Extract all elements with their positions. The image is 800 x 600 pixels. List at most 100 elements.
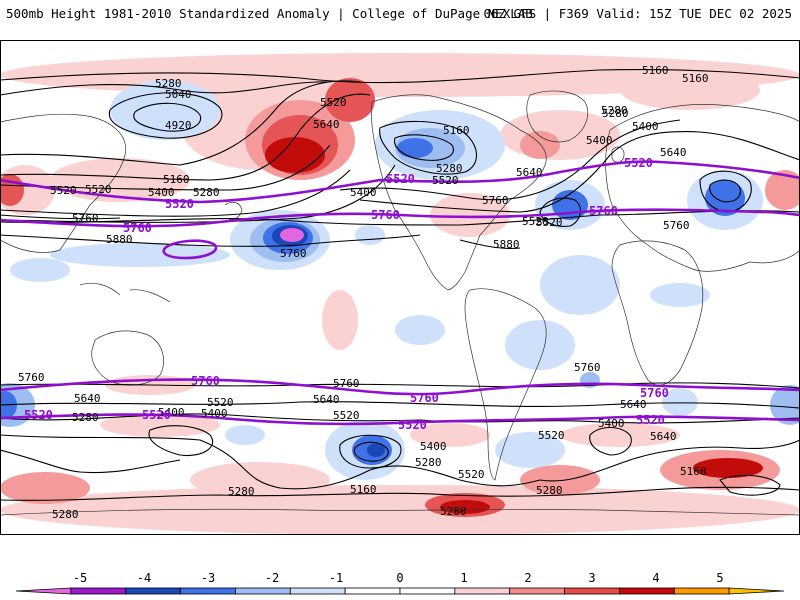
contour-label: 5280 [536, 484, 563, 497]
greenland-outline [526, 90, 589, 143]
contour-label: 5280 [228, 485, 255, 498]
north-america-outline [371, 94, 547, 291]
contour-label: 5280 [602, 107, 629, 120]
anomaly-area [650, 283, 710, 307]
contour-label: 5760 [410, 391, 439, 405]
contour-label: 5640 [516, 166, 543, 179]
anomaly-area [280, 228, 304, 242]
contour-label: 5160 [163, 173, 190, 186]
contour-line [0, 486, 800, 501]
contour-line [0, 401, 800, 409]
anomaly-area [0, 53, 800, 97]
contour-label: 5280 [52, 508, 79, 521]
contour-label: 5280 [601, 104, 628, 117]
anomaly-area [520, 131, 560, 159]
contour-5760-north [0, 208, 800, 228]
anomaly-area [50, 158, 190, 202]
contour-label: 5640 [313, 393, 340, 406]
anomaly-area [50, 243, 230, 267]
contour-label: 5640 [313, 118, 340, 131]
anomaly-area [325, 78, 375, 122]
uk-outline [611, 146, 625, 163]
australia-outline [91, 330, 164, 386]
contour-label: 5760 [663, 219, 690, 232]
contour-line [339, 434, 402, 469]
contour-label: 5760 [191, 374, 220, 388]
anomaly-area [0, 485, 800, 535]
contour-label: 5640 [620, 398, 647, 411]
colorbar-swatch [673, 587, 730, 595]
colorbar-swatch [180, 587, 236, 595]
colorbar: -5 -4 -3 -2 -1 0 1 2 3 4 5 [15, 571, 785, 595]
contour-label: 5760 [589, 204, 618, 218]
contour-label: 5160 [350, 483, 377, 496]
anomaly-area [693, 458, 763, 478]
south-america-outline [464, 288, 547, 481]
contour-label: 5400 [201, 407, 228, 420]
contour-label: 5640 [660, 146, 687, 159]
contour-5760-loop [162, 239, 218, 260]
contour-line [148, 425, 213, 457]
colorbar-swatch [728, 587, 785, 595]
contour-label: 5520 [538, 429, 565, 442]
contour-line [353, 441, 389, 462]
colorbar-ticks: -5 -4 -3 -2 -1 0 1 2 3 4 5 [73, 571, 724, 585]
contour-line [379, 120, 478, 175]
anomaly-area [0, 472, 90, 504]
colorbar-swatch [289, 587, 346, 595]
map-title: 500mb Height 1981-2010 Standardized Anom… [6, 6, 533, 21]
colorbar-swatch [509, 587, 565, 595]
contour-line [0, 169, 351, 217]
asia-west-outline [0, 113, 127, 253]
colorbar-swatch [454, 587, 511, 595]
contour-line [719, 474, 781, 496]
contour-line [133, 102, 202, 132]
contour-label: 5280 [436, 162, 463, 175]
contour-label: 5280 [415, 456, 442, 469]
contour-label: 5760 [640, 386, 669, 400]
contour-label: 5760 [482, 194, 509, 207]
contour-line [0, 93, 371, 181]
anomaly-area [190, 462, 330, 498]
contour-line [0, 210, 800, 226]
colorbar-tick-label: 0 [396, 571, 403, 585]
colorbar-swatch [125, 587, 181, 595]
colorbar-tick-label: 5 [716, 571, 723, 585]
contour-line [0, 69, 800, 84]
contour-label: 5280 [72, 411, 99, 424]
indonesia-outline [79, 282, 171, 303]
contour-line [394, 134, 454, 161]
contour-label: 5160 [680, 465, 707, 478]
height-contours [0, 69, 800, 501]
contour-line [0, 164, 396, 223]
anomaly-area [395, 315, 445, 345]
contour-line [0, 449, 181, 474]
colorbar-tick-label: -5 [73, 571, 87, 585]
contour-label: 5880 [106, 233, 133, 246]
anomaly-area [620, 70, 760, 110]
contour-label: 5400 [586, 134, 613, 147]
colorbar-tick-label: -3 [201, 571, 215, 585]
colorbar-swatch [15, 587, 72, 595]
anomaly-area [397, 138, 433, 158]
contour-label: 5280 [440, 505, 467, 518]
contour-line [0, 382, 800, 389]
contour-label: 5520 [320, 96, 347, 109]
contour-label: 5520 [398, 418, 427, 432]
reference-contours [0, 160, 800, 426]
contour-line [539, 197, 581, 227]
colorbar-tick-label: 1 [460, 571, 467, 585]
contour-line [709, 179, 741, 203]
contour-line [0, 234, 421, 247]
anomaly-area [322, 290, 358, 350]
anomaly-shading [0, 53, 800, 535]
contour-labels: 5280 5040 4920 5640 5520 5160 5400 5280 … [18, 64, 709, 521]
contour-label: 5280 [155, 77, 182, 90]
anomaly-area [662, 388, 698, 416]
contour-line [0, 80, 361, 166]
contour-label: 5520 [207, 396, 234, 409]
contour-label: 5760 [72, 212, 99, 225]
anomaly-area [355, 225, 385, 245]
anomaly-area [440, 500, 490, 514]
contour-label: 5760 [371, 208, 400, 222]
